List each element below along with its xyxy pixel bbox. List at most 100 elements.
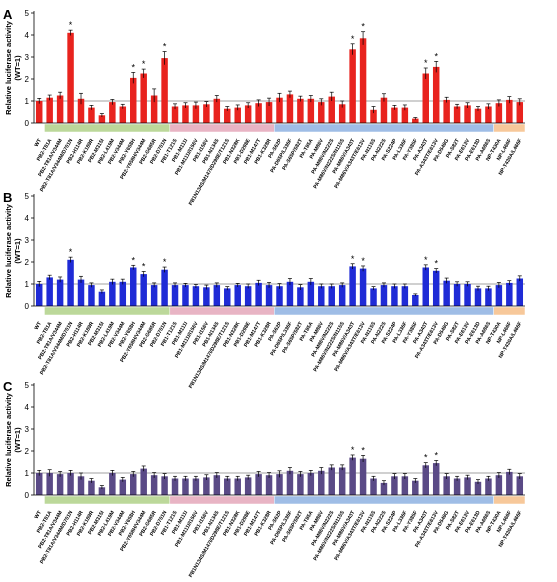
bar bbox=[244, 477, 252, 495]
bar bbox=[297, 98, 304, 123]
bar bbox=[432, 270, 440, 306]
group-band bbox=[44, 123, 171, 133]
y-tick-label: 4 bbox=[25, 403, 30, 412]
bar bbox=[370, 288, 377, 306]
bar bbox=[265, 285, 273, 306]
bar bbox=[276, 286, 283, 306]
bar bbox=[359, 38, 367, 123]
bar bbox=[77, 279, 85, 306]
bar bbox=[318, 470, 325, 495]
bar bbox=[182, 105, 189, 123]
bar bbox=[349, 457, 356, 495]
bar bbox=[464, 477, 471, 495]
bar bbox=[234, 107, 241, 123]
bar bbox=[265, 102, 273, 123]
bar bbox=[140, 468, 147, 495]
bar bbox=[370, 478, 377, 495]
bar bbox=[182, 285, 189, 306]
bar bbox=[46, 473, 53, 495]
bar bbox=[307, 473, 315, 495]
bar bbox=[203, 477, 210, 495]
significance-mark: * bbox=[163, 42, 167, 52]
bar bbox=[485, 288, 492, 306]
bar bbox=[276, 474, 283, 495]
bar bbox=[265, 475, 273, 495]
bar bbox=[286, 470, 294, 495]
bar bbox=[506, 471, 513, 495]
bar bbox=[297, 287, 304, 306]
bar bbox=[98, 115, 106, 123]
bar bbox=[67, 473, 74, 495]
y-tick-label: 5 bbox=[25, 381, 30, 390]
y-tick-label: 5 bbox=[25, 9, 30, 18]
bar bbox=[67, 32, 74, 123]
bar bbox=[255, 474, 262, 495]
x-tick-label: WT bbox=[34, 320, 44, 331]
significance-mark: * bbox=[131, 255, 135, 265]
significance-mark: * bbox=[131, 62, 135, 72]
bar bbox=[192, 286, 200, 306]
bar bbox=[161, 58, 168, 123]
bar bbox=[213, 98, 221, 123]
bar bbox=[338, 104, 346, 123]
bar bbox=[422, 267, 429, 306]
bar bbox=[359, 458, 367, 495]
bar bbox=[109, 102, 116, 123]
bar bbox=[495, 285, 503, 306]
group-band bbox=[493, 306, 526, 316]
bar bbox=[182, 478, 189, 495]
y-tick-label: 0 bbox=[25, 491, 30, 500]
y-tick-label: 2 bbox=[25, 75, 30, 84]
bar bbox=[109, 473, 116, 495]
significance-mark: * bbox=[424, 58, 428, 68]
bar bbox=[224, 288, 231, 306]
bar bbox=[213, 475, 221, 495]
significance-mark: * bbox=[351, 34, 355, 44]
bar bbox=[506, 99, 513, 123]
bar bbox=[88, 480, 95, 495]
significance-mark: * bbox=[142, 59, 146, 69]
bar bbox=[46, 277, 53, 306]
bar bbox=[192, 105, 200, 123]
bar bbox=[443, 99, 450, 123]
group-band bbox=[493, 123, 526, 133]
significance-mark: * bbox=[351, 445, 355, 455]
bar bbox=[391, 286, 398, 306]
bar bbox=[349, 266, 356, 306]
panel-label: C bbox=[3, 379, 13, 394]
significance-mark: * bbox=[69, 20, 73, 30]
bar bbox=[443, 280, 450, 306]
y-axis-title: Relative luciferase activity bbox=[4, 203, 13, 298]
bar bbox=[119, 281, 127, 306]
bar bbox=[203, 287, 210, 306]
bar bbox=[349, 49, 356, 123]
bar bbox=[150, 285, 158, 306]
bar bbox=[297, 474, 304, 495]
panel-label: B bbox=[3, 190, 12, 205]
group-band bbox=[169, 306, 275, 316]
bar bbox=[56, 95, 64, 123]
bar bbox=[98, 291, 106, 306]
bar bbox=[412, 480, 419, 495]
bar bbox=[432, 66, 440, 123]
bar bbox=[140, 274, 147, 306]
bar bbox=[234, 478, 241, 495]
bar bbox=[474, 288, 482, 306]
y-tick-label: 4 bbox=[25, 31, 30, 40]
bar bbox=[56, 474, 64, 495]
y-axis-title-unit: (WT=1) bbox=[13, 55, 22, 81]
bar bbox=[338, 285, 346, 306]
bar bbox=[67, 259, 74, 306]
bar bbox=[495, 475, 503, 495]
x-tick-label: WT bbox=[34, 137, 44, 148]
bar bbox=[35, 284, 43, 306]
bar bbox=[391, 107, 398, 123]
bar bbox=[422, 73, 429, 123]
bar bbox=[286, 94, 294, 123]
bar bbox=[422, 465, 429, 495]
bar bbox=[443, 476, 450, 495]
y-axis-title-unit: (WT=1) bbox=[13, 238, 22, 264]
bar bbox=[130, 267, 137, 306]
group-band bbox=[169, 495, 275, 505]
bar bbox=[109, 281, 116, 306]
